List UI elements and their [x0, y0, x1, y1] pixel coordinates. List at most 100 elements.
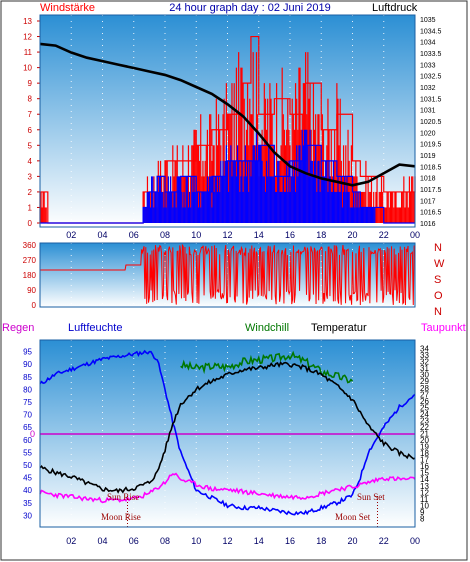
right-tick-pressure: 1034.5	[420, 28, 442, 35]
left-tick-humidity: 45	[23, 474, 32, 483]
right-tick-temperature: 24	[420, 410, 429, 419]
left-tick-wind: 7	[28, 110, 33, 119]
x-tick-bottom: 18	[316, 536, 326, 546]
right-tick-pressure: 1018.5	[420, 164, 442, 171]
right-tick-temperature: 14	[420, 475, 429, 484]
left-tick-humidity: 80	[23, 385, 32, 394]
x-tick-bottom: 12	[222, 536, 232, 546]
x-tick-top: 04	[97, 230, 107, 240]
direction-line	[40, 243, 415, 305]
left-tick-wind: 5	[28, 141, 33, 150]
left-tick-direction: 270	[23, 256, 37, 265]
left-tick-humidity: 65	[23, 423, 32, 432]
right-tick-temperature: 12	[420, 488, 429, 497]
left-tick-wind: 6	[28, 126, 33, 135]
x-tick-top: 18	[316, 230, 326, 240]
left-tick-wind: 8	[28, 95, 33, 104]
right-tick-pressure: 1020	[420, 130, 436, 137]
x-tick-bottom: 02	[66, 536, 76, 546]
x-tick-top: 00	[410, 230, 420, 240]
header-right-label: Luftdruck	[372, 2, 418, 14]
left-tick-direction: 0	[32, 301, 37, 310]
right-tick-temperature: 11	[420, 495, 429, 504]
x-tick-top: 08	[160, 230, 170, 240]
right-tick-pressure: 1019.5	[420, 142, 442, 149]
x-tick-bottom: 00	[410, 536, 420, 546]
right-tick-temperature: 25	[420, 403, 429, 412]
left-tick-wind: 9	[28, 79, 33, 88]
x-tick-top: 02	[66, 230, 76, 240]
panel-frame	[39, 339, 416, 528]
right-tick-compass: S	[434, 274, 441, 286]
x-tick-top: 20	[347, 230, 357, 240]
x-tick-top: 10	[191, 230, 201, 240]
x-tick-bottom: 04	[97, 536, 107, 546]
right-tick-pressure: 1032	[420, 85, 436, 92]
x-tick-top: 06	[129, 230, 139, 240]
right-tick-pressure: 1035	[420, 17, 436, 24]
rain-zero-label: 0	[30, 429, 35, 439]
x-tick-bottom: 22	[379, 536, 389, 546]
right-tick-temperature: 22	[420, 423, 429, 432]
right-tick-compass: N	[434, 242, 442, 254]
right-tick-temperature: 33	[420, 351, 429, 360]
right-tick-temperature: 15	[420, 469, 429, 478]
right-tick-pressure: 1020.5	[420, 119, 442, 126]
right-tick-pressure: 1033.5	[420, 51, 442, 58]
right-tick-pressure: 1019	[420, 153, 436, 160]
right-tick-temperature: 13	[420, 482, 429, 491]
pressure-line	[39, 42, 416, 187]
x-tick-bottom: 20	[347, 536, 357, 546]
dewpoint-line	[39, 472, 416, 504]
annotation-moon-set: Moon Set	[335, 512, 371, 522]
wind-avg-line	[40, 144, 415, 224]
windchill-line	[180, 350, 354, 384]
left-tick-wind: 4	[28, 157, 33, 166]
x-tick-bottom: 14	[254, 536, 264, 546]
right-tick-pressure: 1017	[420, 198, 436, 205]
left-tick-wind: 2	[28, 188, 33, 197]
right-tick-temperature: 31	[420, 364, 429, 373]
right-tick-compass: W	[434, 258, 445, 270]
x-tick-top: 16	[285, 230, 295, 240]
header-title: 24 hour graph day : 02 Juni 2019	[169, 2, 330, 14]
header-left-label: Windstärke	[40, 2, 95, 14]
x-tick-bottom: 06	[129, 536, 139, 546]
annotation-moon-rise: Moon Rise	[101, 512, 141, 522]
annotation-sun-set: Sun Set	[357, 492, 385, 502]
legend-temperatur: Temperatur	[311, 322, 367, 334]
x-tick-top: 22	[379, 230, 389, 240]
left-tick-wind: 1	[28, 203, 33, 212]
x-tick-top: 12	[222, 230, 232, 240]
left-tick-humidity: 55	[23, 448, 32, 457]
right-tick-temperature: 29	[420, 377, 429, 386]
left-tick-humidity: 30	[23, 511, 32, 520]
right-tick-temperature: 16	[420, 462, 429, 471]
legend-regen: Regen	[2, 322, 34, 334]
x-tick-bottom: 10	[191, 536, 201, 546]
right-tick-temperature: 34	[420, 345, 429, 354]
left-tick-humidity: 70	[23, 411, 32, 420]
right-tick-temperature: 28	[420, 384, 429, 393]
left-tick-direction: 360	[23, 241, 37, 250]
right-tick-temperature: 17	[420, 456, 429, 465]
left-tick-direction: 90	[27, 286, 36, 295]
left-tick-humidity: 95	[23, 348, 32, 357]
right-tick-temperature: 27	[420, 390, 429, 399]
right-tick-temperature: 18	[420, 449, 429, 458]
right-tick-pressure: 1016	[420, 221, 436, 228]
right-tick-temperature: 32	[420, 358, 429, 367]
temperature-line	[39, 361, 416, 494]
right-tick-temperature: 21	[420, 430, 429, 439]
humidity-line	[39, 349, 416, 516]
right-tick-pressure: 1031.5	[420, 96, 442, 103]
left-tick-humidity: 50	[23, 461, 32, 470]
right-tick-temperature: 30	[420, 371, 429, 380]
right-tick-temperature: 8	[420, 514, 425, 523]
right-tick-temperature: 23	[420, 416, 429, 425]
left-tick-humidity: 90	[23, 360, 32, 369]
left-tick-wind: 0	[28, 219, 33, 228]
right-tick-temperature: 10	[420, 501, 429, 510]
